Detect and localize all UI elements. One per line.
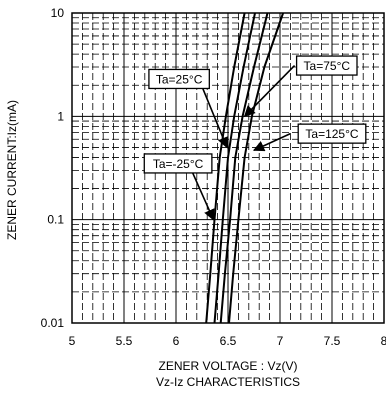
series-label: Ta=75°C [304,59,351,73]
series-label-box [295,55,358,76]
y-tick-label: 10 [51,6,65,20]
x-axis-title: ZENER VOLTAGE : Vz(V) [159,359,298,373]
chart-subtitle: Vz-Iz CHARACTERISTICS [156,375,300,389]
annotation-arrow [198,78,229,149]
x-tick-label: 5 [69,334,76,348]
x-tick-label: 7 [277,334,284,348]
series-label: Ta=125°C [305,127,359,141]
x-tick-label: 5.5 [116,334,133,348]
x-tick-label: 6 [173,334,180,348]
annotation-arrow [243,64,296,118]
plot-frame [71,12,385,324]
series-line-3 [228,12,285,324]
x-tick-label: 7.5 [324,334,341,348]
y-tick-label: 1 [57,109,64,123]
series-curves [205,12,285,324]
annotations: Ta=-25°C Ta=25°C Ta=75°C Ta=125°C [143,55,367,221]
x-tick-label: 6.5 [220,334,237,348]
series-label-box [148,68,210,90]
series-label-box [143,153,213,174]
y-tick-labels: 0.01 0.1 1 10 [41,6,65,330]
x-tick-label: 8 [381,334,386,348]
series-label: Ta=-25°C [153,157,204,171]
y-tick-label: 0.01 [41,316,65,330]
series-line-2 [219,12,269,324]
y-tick-label: 0.1 [47,213,64,227]
series-label: Ta=25°C [156,72,203,86]
series-line-0 [205,12,246,324]
y-axis-title: ZENER CURRENT:Iz(mA) [5,100,19,240]
x-tick-labels: 5 5.5 6 6.5 7 7.5 8 [69,334,386,348]
annotation-arrow [252,132,291,152]
series-line-1 [213,12,256,324]
series-label-box [297,123,367,144]
grid [72,13,384,323]
